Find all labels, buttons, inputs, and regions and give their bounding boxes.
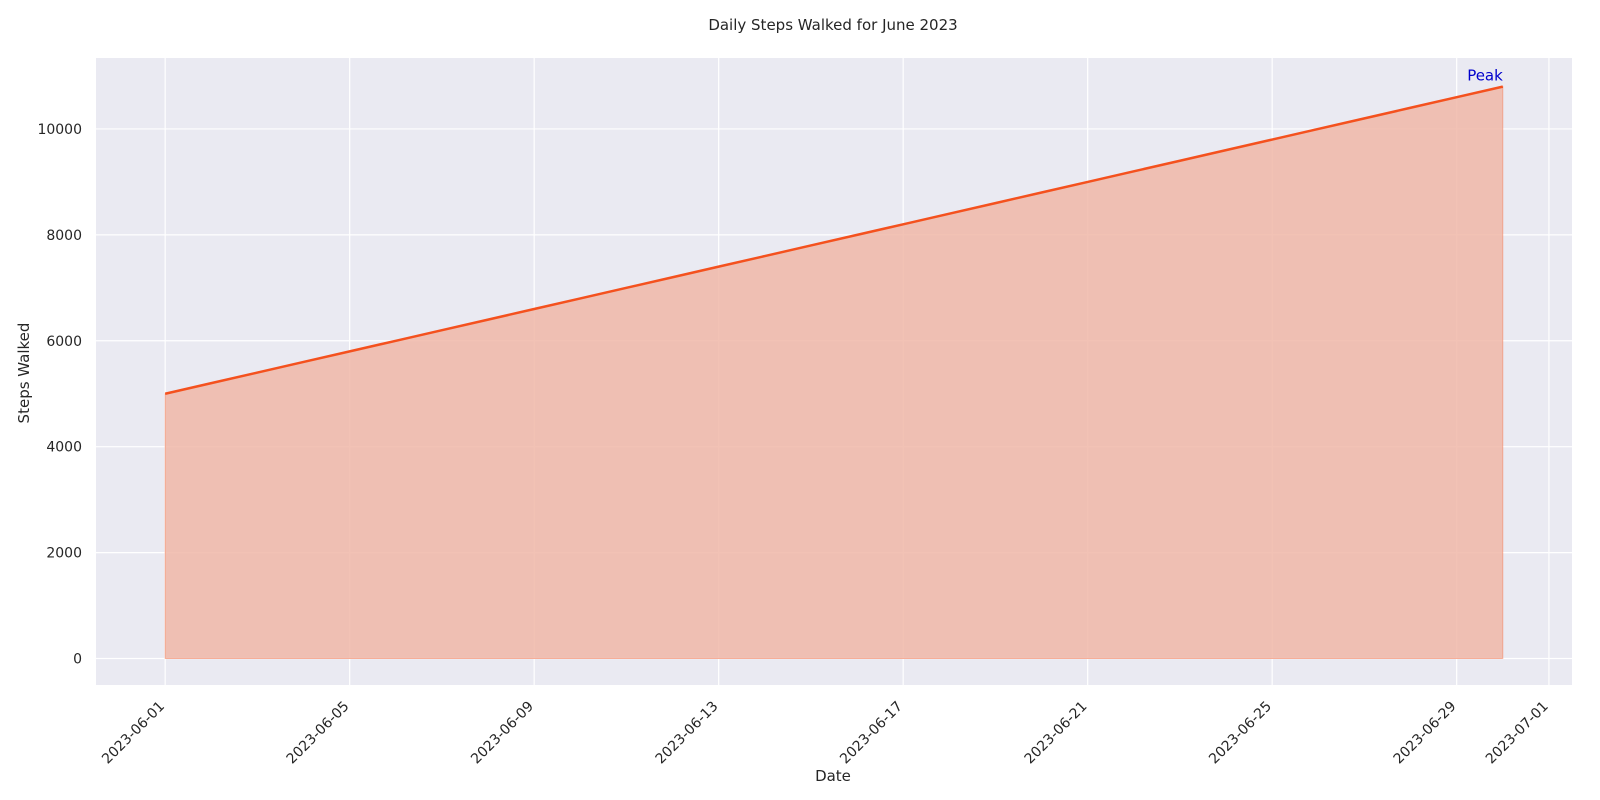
data-point	[1317, 128, 1319, 130]
data-point	[671, 276, 673, 278]
data-point	[1133, 170, 1135, 172]
x-tick-label: 2023-06-21	[1022, 699, 1091, 768]
data-point	[856, 234, 858, 236]
data-point	[533, 308, 535, 310]
data-point	[302, 361, 304, 363]
x-tick-label: 2023-06-25	[1206, 699, 1275, 768]
data-point	[717, 265, 719, 267]
data-point	[948, 212, 950, 214]
data-point	[1225, 149, 1227, 151]
data-point	[994, 202, 996, 204]
x-axis-ticks: 2023-06-01 2023-06-05 2023-06-09 2023-06-13…	[99, 699, 1552, 768]
data-point	[1409, 107, 1411, 109]
data-point	[1455, 96, 1457, 98]
data-point	[395, 340, 397, 342]
y-tick-label: 10000	[37, 122, 82, 138]
chart-title: Daily Steps Walked for June 2023	[708, 16, 957, 34]
y-axis-ticks: 0 2000 4000 6000 8000 10000	[37, 122, 82, 668]
peak-annotation: Peak	[1467, 67, 1503, 85]
y-tick-label: 2000	[46, 546, 82, 562]
y-axis-label: Steps Walked	[15, 323, 33, 424]
x-tick-label: 2023-06-05	[284, 699, 353, 768]
data-point	[1363, 117, 1365, 119]
x-tick-label: 2023-06-13	[653, 699, 722, 768]
data-point	[164, 393, 166, 395]
data-point	[764, 255, 766, 257]
data-point	[1179, 160, 1181, 162]
y-tick-label: 6000	[46, 334, 82, 350]
data-point	[1502, 85, 1504, 87]
x-tick-label: 2023-06-01	[99, 699, 168, 768]
y-tick-label: 4000	[46, 440, 82, 456]
series-line	[164, 85, 1504, 395]
data-point	[1086, 181, 1088, 183]
x-tick-label: 2023-07-01	[1483, 699, 1552, 768]
x-tick-label: 2023-06-29	[1391, 699, 1460, 768]
data-point	[902, 223, 904, 225]
data-point	[441, 329, 443, 331]
x-tick-label: 2023-06-09	[468, 699, 537, 768]
data-point	[579, 297, 581, 299]
data-point	[625, 287, 627, 289]
x-axis-label: Date	[815, 767, 851, 785]
data-point	[1271, 138, 1273, 140]
y-tick-label: 8000	[46, 228, 82, 244]
data-point	[256, 371, 258, 373]
y-tick-label: 0	[73, 652, 82, 668]
data-point	[810, 244, 812, 246]
data-point	[210, 382, 212, 384]
data-point	[1040, 191, 1042, 193]
data-marks: Peak	[164, 67, 1504, 660]
data-point	[487, 318, 489, 320]
data-point	[348, 350, 350, 352]
x-tick-label: 2023-06-17	[837, 699, 906, 768]
